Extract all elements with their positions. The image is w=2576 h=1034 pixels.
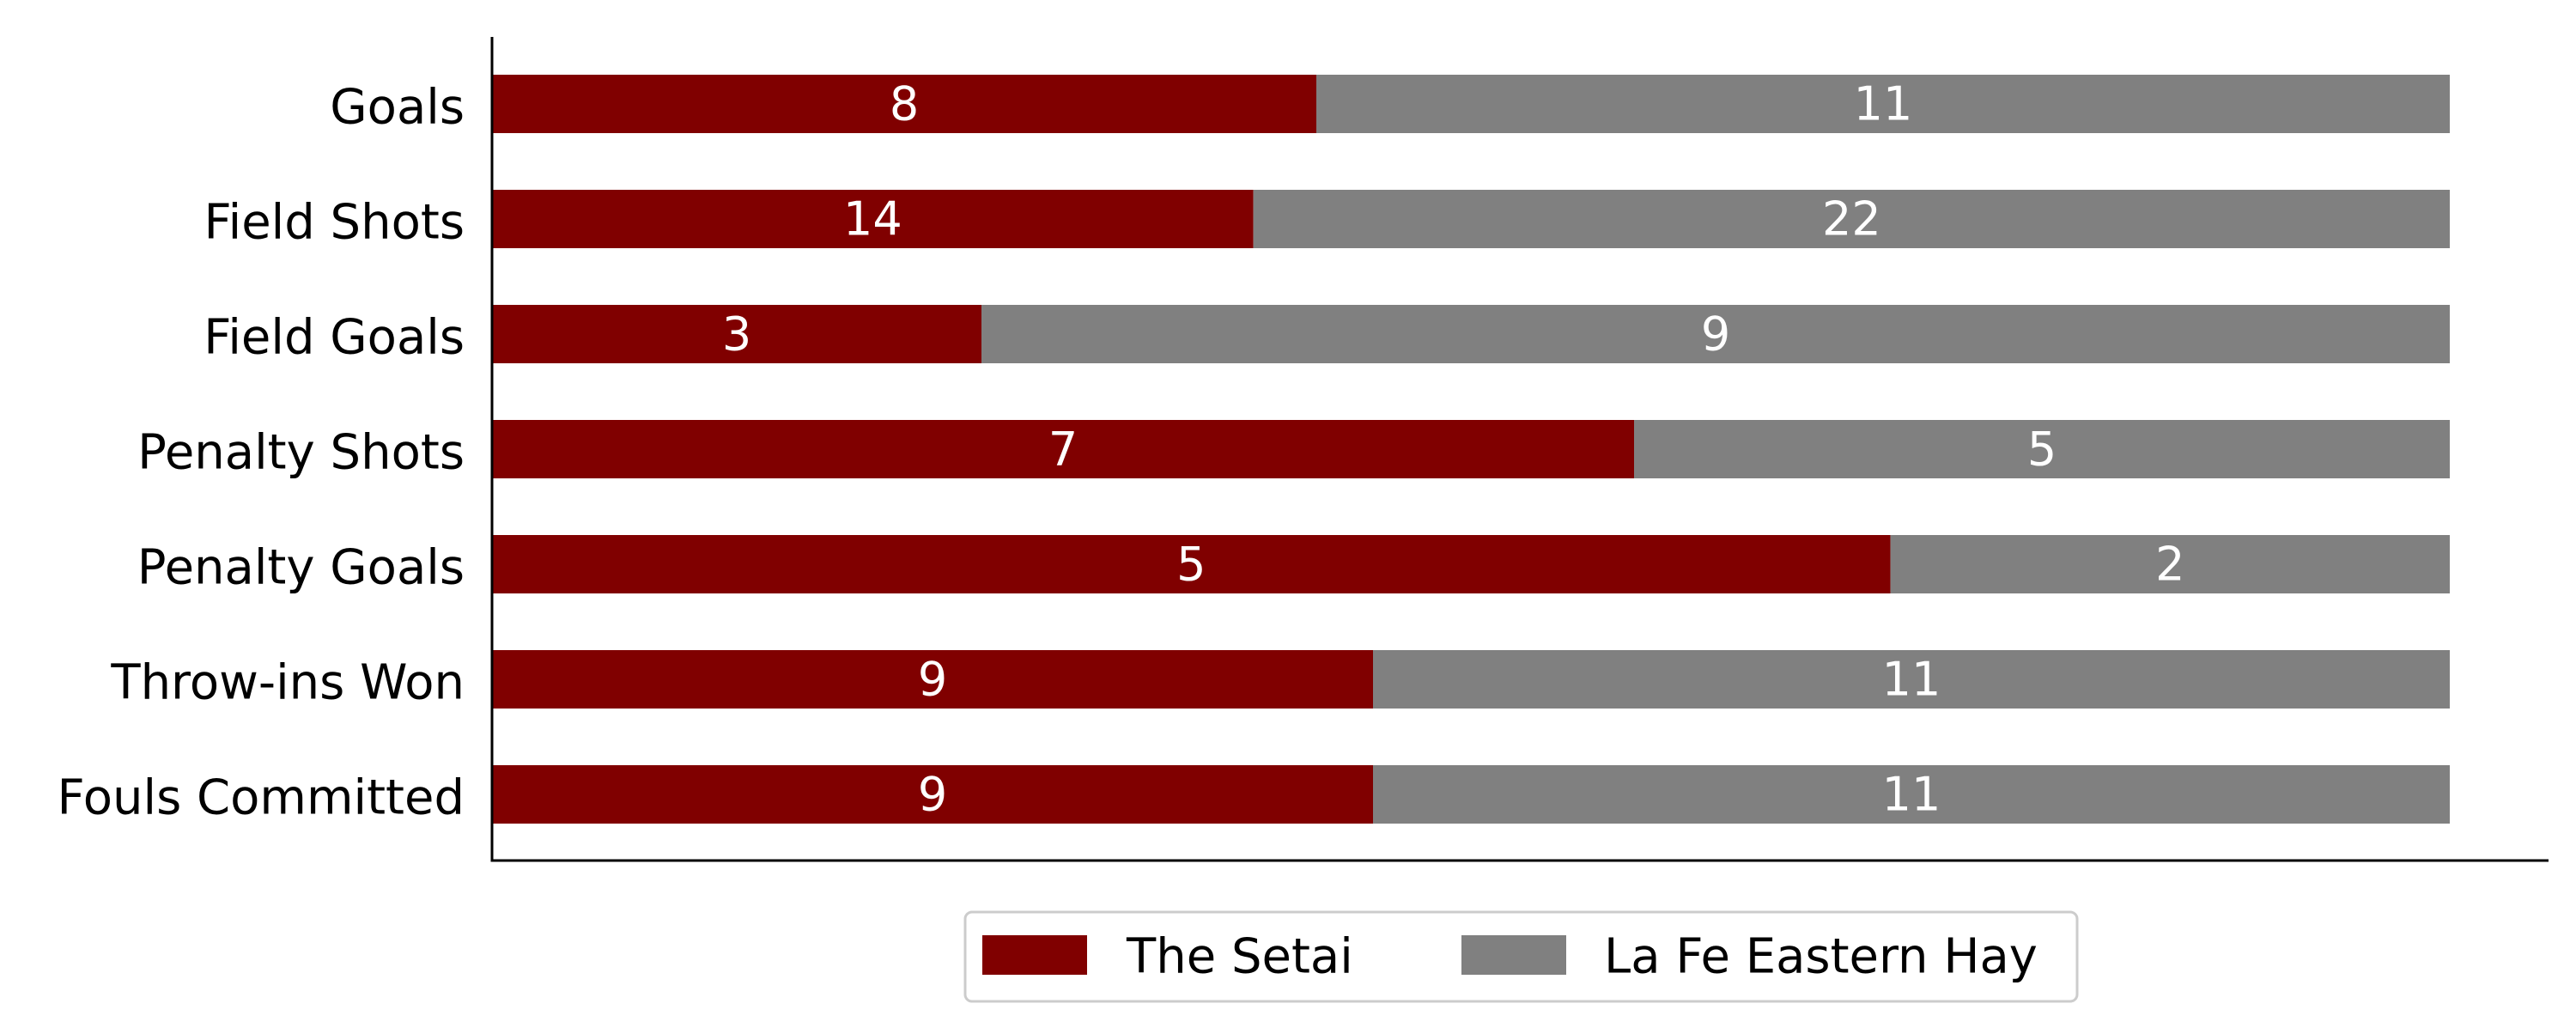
bar-la-fe-eastern-hay-1 [1253,190,2450,248]
data-label-la-fe-eastern-hay-0: 11 [1854,77,1913,131]
bar-the-setai-6 [492,765,1373,824]
bars-layer: 8 11 14 22 3 9 7 5 5 2 9 11 9 11 [492,75,2450,824]
y-tick-label: Penalty Shots [137,425,465,481]
bar-the-setai-5 [492,650,1373,709]
data-label-the-setai-0: 8 [890,77,919,131]
data-label-la-fe-eastern-hay-6: 11 [1882,768,1941,822]
data-label-la-fe-eastern-hay-5: 11 [1882,653,1941,707]
data-label-the-setai-4: 5 [1176,538,1206,592]
legend-swatch-la-fe-eastern-hay [1461,935,1566,975]
data-label-the-setai-1: 14 [843,192,902,246]
data-label-la-fe-eastern-hay-2: 9 [1701,307,1730,362]
bar-la-fe-eastern-hay-2 [981,305,2450,363]
bar-la-fe-eastern-hay-3 [1634,420,2450,478]
bar-the-setai-0 [492,75,1316,133]
bar-the-setai-2 [492,305,981,363]
bar-the-setai-3 [492,420,1634,478]
bar-la-fe-eastern-hay-0 [1316,75,2450,133]
data-label-the-setai-2: 3 [722,307,751,362]
data-label-the-setai-6: 9 [918,768,947,822]
y-tick-label: Goals [330,80,465,136]
data-label-la-fe-eastern-hay-4: 2 [2155,538,2184,592]
data-label-the-setai-3: 7 [1048,423,1078,477]
legend: The Setai La Fe Eastern Hay [963,910,2079,1003]
y-tick-label: Penalty Goals [137,540,465,596]
bar-the-setai-1 [492,190,1254,248]
y-tick-label: Field Goals [204,310,465,366]
legend-swatch-the-setai [982,935,1087,975]
y-tick-label: Throw-ins Won [110,655,465,711]
y-tick-label: Field Shots [204,195,465,251]
bar-la-fe-eastern-hay-6 [1373,765,2450,824]
data-label-la-fe-eastern-hay-3: 5 [2027,423,2057,477]
y-axis-tick-labels: Goals Field Shots Field Goals Penalty Shots… [58,80,465,826]
y-tick-label: Fouls Committed [58,770,465,826]
bar-la-fe-eastern-hay-4 [1890,535,2450,593]
bar-the-setai-4 [492,535,1891,593]
bar-la-fe-eastern-hay-5 [1373,650,2450,709]
legend-label-the-setai: The Setai [1126,929,1353,985]
legend-label-la-fe-eastern-hay: La Fe Eastern Hay [1604,929,2038,985]
axes [490,37,2549,862]
data-label-la-fe-eastern-hay-1: 22 [1822,192,1881,246]
data-label-the-setai-5: 9 [918,653,947,707]
